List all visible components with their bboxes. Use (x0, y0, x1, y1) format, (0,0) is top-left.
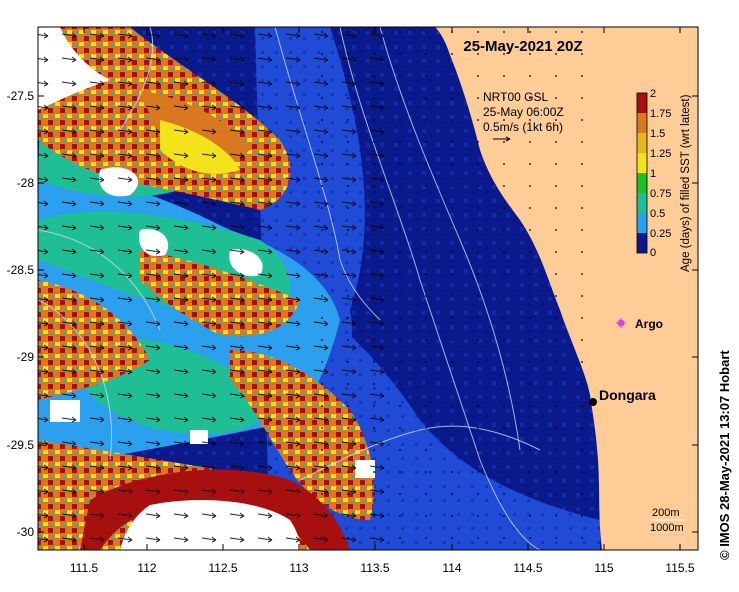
colorbar-tick: 1.25 (650, 148, 671, 160)
colorbar-tick: 0.5 (650, 208, 665, 220)
colorbar-label: Age (days) of filled SST (wrt latest) (680, 94, 692, 272)
y-tick-label: -27.5 (7, 89, 35, 103)
y-tick-label: -29 (17, 350, 35, 364)
map-title: 25-May-2021 20Z (463, 38, 582, 55)
x-tick-label: 114 (442, 561, 461, 575)
y-tick-label: -28 (17, 176, 35, 190)
x-tick-label: 113.5 (360, 561, 389, 575)
x-tick-label: 115 (594, 561, 613, 575)
argo-float-icon (616, 318, 626, 328)
dongara-label: Dongara (599, 387, 656, 403)
colorbar-tick: 0.75 (650, 188, 671, 200)
colorbar-tick: 0 (650, 247, 656, 259)
y-tick-label: -28.5 (7, 263, 35, 277)
x-axis: 111.5 112 112.5 113 113.5 114 114.5 115 … (70, 27, 695, 575)
colorbar-tick: 1.5 (650, 128, 665, 140)
x-tick-label: 112 (137, 561, 156, 575)
x-tick-label: 114.5 (513, 561, 542, 575)
current-legend-scale: 0.5m/s (1kt 6h) (483, 120, 563, 134)
argo-label: Argo (635, 317, 663, 331)
x-tick-label: 111.5 (70, 561, 99, 575)
colorbar-tick: 1 (650, 168, 656, 180)
x-tick-label: 115.5 (665, 561, 694, 575)
x-tick-label: 112.5 (208, 561, 237, 575)
y-tick-label: -30 (17, 525, 35, 539)
colorbar: 2 1.75 1.5 1.25 1 0.75 0.5 0.25 0 (636, 88, 671, 259)
colorbar-tick: 2 (650, 88, 656, 100)
colorbar-tick: 1.75 (650, 108, 671, 120)
dongara-marker-icon (589, 398, 597, 406)
current-legend-time: 25-May 06:00Z (483, 105, 564, 119)
current-scale-arrow-icon (493, 136, 511, 142)
current-legend-source: NRT00 GSL (483, 90, 548, 104)
x-tick-label: 113 (289, 561, 308, 575)
colorbar-tick: 0.25 (650, 228, 671, 240)
imos-credit: © IMOS 28-May-2021 13:07 Hobart (717, 350, 732, 560)
isobath-legend-1000m: 1000m (650, 522, 684, 534)
y-tick-label: -29.5 (7, 438, 35, 452)
isobath-legend-200m: 200m (652, 507, 680, 519)
y-axis: -27.5 -28 -28.5 -29 -29.5 -30 (7, 89, 698, 539)
